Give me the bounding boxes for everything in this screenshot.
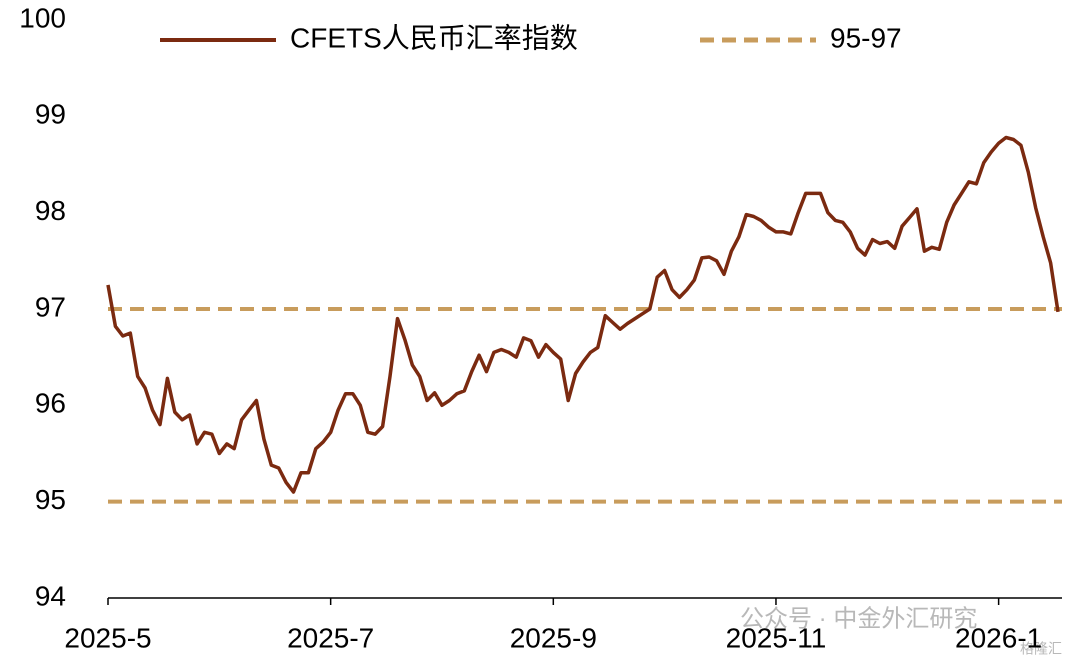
- watermark: 公众号 · 中金外汇研究: [740, 605, 977, 632]
- y-tick-label: 94: [35, 580, 66, 611]
- y-tick-label: 99: [35, 99, 66, 130]
- x-tick-label: 2026-1: [955, 622, 1042, 653]
- legend-label: 95-97: [830, 22, 902, 53]
- y-tick-label: 100: [19, 2, 66, 33]
- line-series: [106, 135, 1060, 494]
- y-tick-label: 95: [35, 484, 66, 515]
- y-tick-label: 96: [35, 388, 66, 419]
- watermark: 格隆汇: [1020, 641, 1062, 657]
- x-tick-label: 2025-5: [64, 622, 151, 653]
- y-tick-label: 97: [35, 291, 66, 322]
- x-tick-label: 2025-7: [287, 622, 374, 653]
- legend-label: CFETS人民币汇率指数: [290, 22, 578, 53]
- y-tick-label: 98: [35, 195, 66, 226]
- x-tick-label: 2025-9: [510, 622, 597, 653]
- x-tick-label: 2025-11: [726, 622, 827, 653]
